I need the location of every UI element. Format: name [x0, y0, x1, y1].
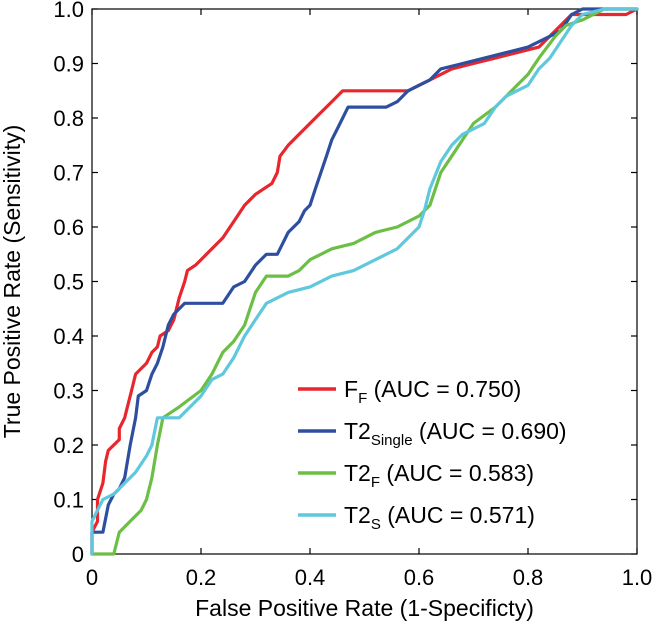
legend-name: T2 [344, 502, 371, 528]
y-tick-label: 0.8 [53, 106, 84, 131]
legend: FF (AUC = 0.750)T2Single (AUC = 0.690)T2… [298, 376, 567, 533]
legend-label: FF (AUC = 0.750) [344, 376, 521, 407]
y-tick-label: 1.0 [53, 0, 84, 22]
legend-item: T2S (AUC = 0.571) [298, 502, 535, 533]
x-tick-label: 0.8 [513, 565, 544, 590]
legend-subscript: Single [371, 432, 413, 449]
x-axis-label: False Positive Rate (1-Specificty) [195, 595, 534, 621]
x-tick-label: 0.6 [404, 565, 435, 590]
y-tick-label: 0.5 [53, 270, 84, 295]
legend-subscript: F [358, 390, 367, 407]
y-tick-label: 0 [72, 542, 84, 567]
legend-name: F [344, 376, 358, 402]
legend-item: FF (AUC = 0.750) [298, 376, 521, 407]
legend-auc: (AUC = 0.750) [367, 376, 521, 402]
legend-label: T2S (AUC = 0.571) [344, 502, 535, 533]
x-axis-ticks: 0 0.2 0.4 0.6 0.8 1.0 [86, 9, 652, 590]
legend-name: T2 [344, 418, 371, 444]
legend-label: T2F (AUC = 0.583) [344, 460, 534, 491]
y-tick-label: 0.3 [53, 379, 84, 404]
roc-curve-t2-single [90, 7, 639, 556]
roc-curve-t2-f [90, 7, 639, 556]
y-tick-label: 0.9 [53, 52, 84, 77]
roc-curve-f-f [90, 7, 639, 556]
series-lines [90, 7, 639, 556]
y-tick-label: 0.6 [53, 215, 84, 240]
legend-name: T2 [344, 460, 371, 486]
legend-subscript: F [371, 474, 380, 491]
y-axis-label: True Positive Rate (Sensitivity) [0, 125, 25, 439]
legend-label: T2Single (AUC = 0.690) [344, 418, 567, 449]
legend-auc: (AUC = 0.583) [380, 460, 534, 486]
legend-subscript: S [371, 516, 381, 533]
legend-auc: (AUC = 0.571) [381, 502, 535, 528]
roc-curve-t2-s [90, 7, 639, 556]
y-tick-label: 0.7 [53, 161, 84, 186]
y-tick-label: 0.4 [53, 324, 84, 349]
x-tick-label: 1.0 [622, 565, 653, 590]
x-tick-label: 0 [86, 565, 98, 590]
x-tick-label: 0.4 [295, 565, 326, 590]
x-tick-label: 0.2 [186, 565, 217, 590]
legend-item: T2F (AUC = 0.583) [298, 460, 534, 491]
legend-auc: (AUC = 0.690) [413, 418, 567, 444]
y-tick-label: 0.2 [53, 433, 84, 458]
y-tick-label: 0.1 [53, 488, 84, 513]
legend-item: T2Single (AUC = 0.690) [298, 418, 567, 449]
y-axis-ticks: 0 0.1 0.2 0.3 0.4 0.5 0.6 0.7 0.8 0.9 1.0 [53, 0, 637, 567]
